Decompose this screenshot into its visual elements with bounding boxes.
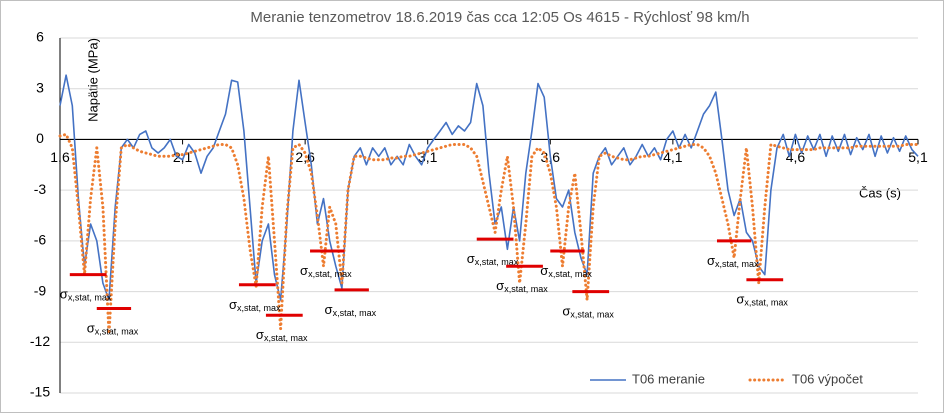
y-tick-label: 6: [36, 29, 44, 45]
x-axis-label: Čas (s): [859, 185, 901, 200]
reference-symbol: σ: [87, 321, 95, 336]
legend-label: T06 výpočet: [792, 371, 863, 386]
reference-symbol: σ: [736, 292, 744, 307]
reference-subscript: x,stat, max: [308, 269, 352, 279]
chart-title: Meranie tenzometrov 18.6.2019 čas cca 12…: [250, 9, 749, 26]
y-tick-label: -15: [30, 384, 50, 400]
reference-subscript: x,stat, max: [570, 310, 614, 320]
reference-subscript: x,stat, max: [504, 285, 548, 295]
reference-symbol: σ: [496, 279, 504, 294]
reference-label: σx,stat, max: [540, 263, 592, 279]
x-tick-label: 1,6: [50, 149, 70, 165]
reference-symbol: σ: [540, 263, 548, 278]
x-tick-label: 4,1: [663, 149, 683, 165]
y-axis-label: Napätie (MPa): [85, 38, 100, 122]
x-tick-label: 2,1: [173, 149, 193, 165]
reference-label: σx,stat, max: [87, 321, 139, 337]
reference-subscript: x,stat, max: [715, 259, 759, 269]
reference-symbol: σ: [300, 263, 308, 278]
reference-subscript: x,stat, max: [744, 298, 788, 308]
reference-label: σx,stat, max: [325, 302, 377, 318]
reference-label: σx,stat, max: [707, 253, 759, 269]
series-line: [58, 132, 920, 336]
reference-subscript: x,stat, max: [237, 303, 281, 313]
y-tick-label: -3: [34, 181, 47, 197]
reference-subscript: x,stat, max: [264, 334, 308, 344]
reference-label: σx,stat, max: [467, 252, 519, 268]
reference-symbol: σ: [60, 287, 68, 302]
reference-subscript: x,stat, max: [333, 308, 377, 318]
legend-label: T06 meranie: [632, 371, 705, 386]
y-tick-label: -6: [34, 232, 47, 248]
reference-subscript: x,stat, max: [475, 258, 519, 268]
x-tick-label: 5,1: [908, 149, 928, 165]
reference-symbol: σ: [325, 302, 333, 317]
series-line: [59, 74, 919, 301]
reference-subscript: x,stat, max: [548, 269, 592, 279]
reference-subscript: x,stat, max: [95, 327, 139, 337]
reference-label: σx,stat, max: [60, 287, 112, 303]
reference-label: σx,stat, max: [229, 297, 281, 313]
reference-label: σx,stat, max: [736, 292, 788, 308]
reference-subscript: x,stat, max: [68, 293, 112, 303]
reference-symbol: σ: [467, 252, 475, 267]
reference-symbol: σ: [229, 297, 237, 312]
reference-symbol: σ: [707, 253, 715, 268]
y-tick-label: -12: [30, 333, 50, 349]
reference-label: σx,stat, max: [300, 263, 352, 279]
reference-symbol: σ: [256, 328, 264, 343]
y-tick-label: 0: [36, 130, 44, 146]
y-tick-label: -9: [34, 282, 47, 298]
reference-label: σx,stat, max: [496, 279, 548, 295]
y-tick-label: 3: [36, 79, 44, 95]
reference-symbol: σ: [562, 304, 570, 319]
reference-label: σx,stat, max: [562, 304, 614, 320]
reference-label: σx,stat, max: [256, 328, 308, 344]
